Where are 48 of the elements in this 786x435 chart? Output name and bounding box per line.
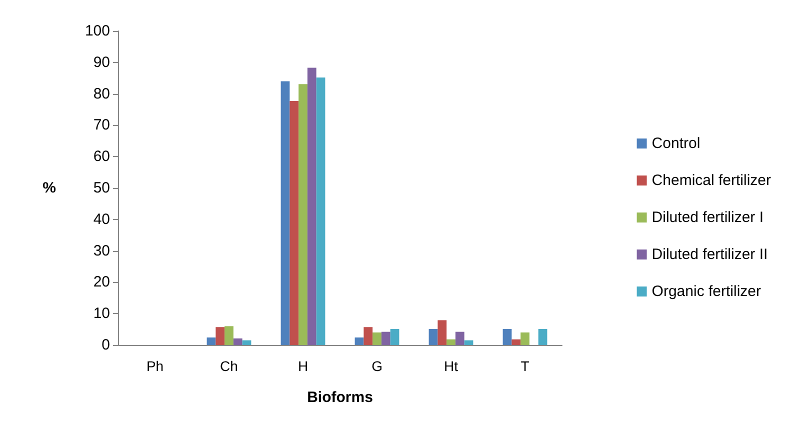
- y-tick-label: 70: [93, 116, 110, 134]
- bar: [206, 337, 216, 345]
- x-tick-label: Ch: [220, 358, 238, 374]
- y-tick-label: 40: [93, 210, 110, 228]
- bar: [446, 339, 456, 345]
- bar: [233, 338, 242, 345]
- legend-label: Organic fertilizer: [652, 283, 762, 300]
- bar: [354, 337, 364, 345]
- legend-label: Control: [652, 135, 700, 152]
- x-tick-label: H: [298, 358, 308, 374]
- y-tick-label: 100: [84, 22, 110, 40]
- y-tick-label: 0: [102, 336, 110, 354]
- bar: [280, 81, 290, 345]
- y-tick-label: 10: [93, 305, 110, 322]
- y-tick-label: 60: [93, 148, 110, 166]
- bar: [455, 332, 464, 345]
- bar: [242, 340, 252, 345]
- bar: [224, 326, 234, 345]
- bar: [381, 332, 390, 345]
- bar: [512, 339, 521, 345]
- bar: [372, 332, 382, 345]
- x-tick-label: Ht: [444, 358, 458, 374]
- bar: [290, 101, 299, 345]
- bar: [390, 328, 400, 345]
- bar: [298, 84, 308, 345]
- bar: [538, 328, 548, 345]
- x-tick-label: G: [372, 358, 382, 374]
- bar: [428, 328, 438, 345]
- legend-label: Diluted fertilizer II: [652, 246, 768, 263]
- bar: [520, 332, 530, 345]
- x-axis-title: Bioforms: [307, 389, 373, 406]
- bar: [316, 77, 326, 345]
- x-tick-label: T: [520, 358, 530, 374]
- bar: [216, 327, 225, 345]
- bar: [307, 68, 316, 345]
- bar: [464, 340, 474, 345]
- y-axis-title: %: [42, 180, 56, 196]
- y-tick-label: 20: [93, 274, 110, 291]
- y-tick-label: 30: [93, 242, 110, 260]
- x-tick-label: Ph: [146, 358, 164, 374]
- y-tick-label: 80: [93, 85, 110, 102]
- bar: [502, 328, 512, 345]
- y-tick-label: 50: [93, 180, 110, 196]
- bar: [438, 320, 447, 345]
- legend-label: Diluted fertilizer I: [652, 209, 764, 226]
- legend-label: Chemical fertilizer: [652, 172, 772, 189]
- bar: [364, 327, 373, 345]
- y-tick-label: 90: [93, 54, 110, 71]
